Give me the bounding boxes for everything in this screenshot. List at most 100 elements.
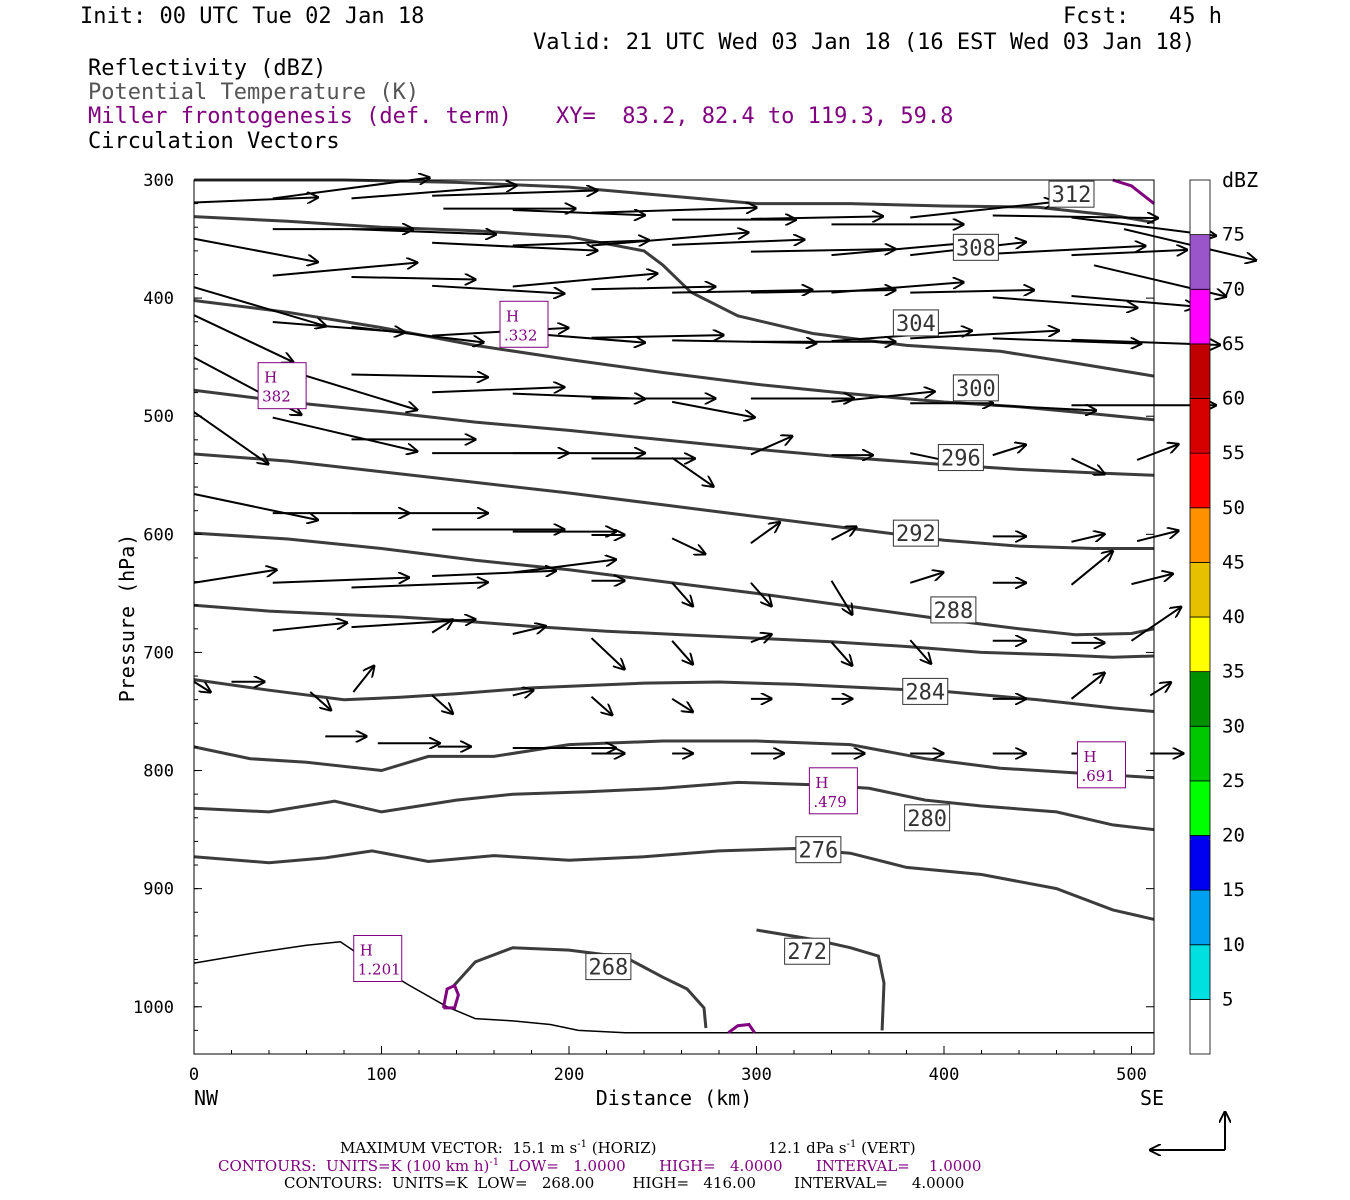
colorbar-swatch: [1189, 944, 1211, 1000]
colorbar-level: 10: [1222, 934, 1245, 956]
y-tick-label: 800: [143, 762, 174, 782]
dbz-colorbar: 5 10 15 20 25 30 35 40 45 50 55 60 65 70 75: [1189, 179, 1245, 1055]
y-tick-label: 600: [143, 525, 174, 545]
fronto-max-box: [257, 362, 307, 410]
circulation-vector: [992, 445, 1026, 457]
circulation-vector: [512, 240, 649, 245]
circulation-vector: [909, 572, 943, 584]
field-theta: Potential Temperature (K): [88, 80, 420, 105]
circulation-vector: [591, 208, 757, 213]
circulation-vector: [272, 623, 347, 632]
circulation-vector: [432, 284, 564, 294]
y-tick-label: 900: [143, 880, 174, 900]
circulation-vector: [910, 290, 1034, 293]
reference-vector-icon: [1150, 1112, 1225, 1150]
x-tick-label: 0: [189, 1065, 199, 1085]
terrain-line: [193, 941, 1154, 1034]
circulation-vector: [193, 570, 277, 584]
circulation-vector: [750, 522, 780, 544]
colorbar-level: 75: [1222, 224, 1245, 246]
y-tick-label: 300: [143, 171, 174, 191]
colorbar-level: 70: [1222, 278, 1245, 300]
circulation-vector: [272, 416, 417, 452]
circulation-vector: [831, 282, 964, 294]
fronto-max-label: H: [264, 369, 277, 387]
theta-contour-280: [193, 780, 1155, 832]
circulation-vector: [831, 527, 857, 541]
fronto-contour-unit: -1: [489, 1157, 500, 1168]
circulation-vector: [272, 263, 417, 277]
max-vert-text: 12.1 dPa s: [768, 1139, 847, 1157]
fronto-max-value: 382: [262, 388, 291, 406]
circulation-vector: [193, 411, 268, 464]
theta-contour-296: [193, 531, 1155, 637]
fronto-max-label: H: [815, 774, 828, 792]
fronto-max-box: [1077, 741, 1126, 789]
circulation-vector: [193, 680, 211, 692]
theta-contour-300: [193, 452, 1154, 550]
fronto-max-box: [808, 767, 858, 815]
colorbar-level: 55: [1222, 442, 1245, 464]
circulation-vector: [590, 637, 625, 669]
circulation-vector: [591, 335, 724, 338]
circulation-vector: [830, 580, 853, 615]
circulation-vector: [992, 215, 1158, 218]
theta-label-box: [904, 804, 951, 832]
forecast-hour: Fcst: 45 h: [1063, 4, 1222, 29]
colorbar-level: 35: [1222, 661, 1245, 683]
theta-label-box: [1048, 180, 1095, 208]
fronto-contour-tail: LOW= 1.0000 HIGH= 4.0000 INTERVAL= 1.000…: [499, 1157, 982, 1175]
x-axis-label: Distance (km): [596, 1086, 753, 1110]
colorbar-swatch: [1189, 835, 1211, 891]
theta-label: 288: [934, 599, 974, 624]
colorbar-swatch: [1189, 507, 1211, 563]
circulation-vector: [309, 691, 331, 710]
colorbar-swatch: [1189, 343, 1211, 399]
colorbar-swatch: [1189, 616, 1211, 673]
theta-label-box: [585, 953, 632, 981]
colorbar-level: 45: [1222, 551, 1245, 573]
circulation-vector: [512, 626, 546, 635]
colorbar-swatch: [1189, 889, 1211, 946]
circulation-vector: [672, 290, 812, 293]
colorbar-swatch: [1189, 398, 1211, 454]
circulation-vector: [432, 191, 597, 196]
colorbar-level: 20: [1222, 825, 1245, 847]
theta-contour-292: [193, 603, 1155, 659]
fronto-contour: [1112, 178, 1155, 205]
x-tick-label: 400: [929, 1065, 960, 1085]
colorbar-title: dBZ: [1222, 168, 1258, 192]
circulation-vector: [750, 216, 883, 219]
circulation-vector: [671, 640, 693, 664]
circulation-vector: [193, 197, 318, 202]
y-tick-label: 400: [143, 289, 174, 309]
fronto-max-box: [499, 300, 549, 348]
max-horiz-unit: -1: [577, 1139, 587, 1150]
colorbar-level: 60: [1222, 388, 1245, 410]
colorbar-level: 65: [1222, 333, 1245, 355]
circulation-vector: [351, 375, 488, 378]
circulation-vector: [272, 578, 409, 583]
circulation-vector: [591, 233, 749, 247]
theta-label-box: [952, 374, 999, 402]
circulation-vector: [431, 620, 453, 634]
fronto-max-label: H: [1084, 748, 1097, 766]
theta-label-box: [902, 677, 949, 705]
x-tick-label: 200: [554, 1065, 585, 1085]
circulation-vector: [671, 400, 755, 418]
circulation-vector: [1071, 534, 1105, 543]
fronto-contour-text: CONTOURS: UNITS=K (100 km h): [218, 1157, 490, 1175]
theta-label: 300: [956, 377, 996, 402]
right-end-label: SE: [1140, 1086, 1164, 1110]
fronto-max-label: H: [506, 307, 519, 325]
circulation-vector: [193, 314, 293, 362]
circulation-vector: [432, 241, 597, 251]
circulation-vector: [1070, 551, 1113, 586]
fronto-max-box: [353, 935, 403, 983]
fronto-max-value: .332: [504, 326, 537, 344]
circulation-vector: [351, 185, 517, 200]
fronto-contour: [727, 1022, 756, 1034]
init-time: Init: 00 UTC Tue 02 Jan 18: [80, 4, 425, 29]
fronto-max-label: H: [360, 942, 373, 960]
